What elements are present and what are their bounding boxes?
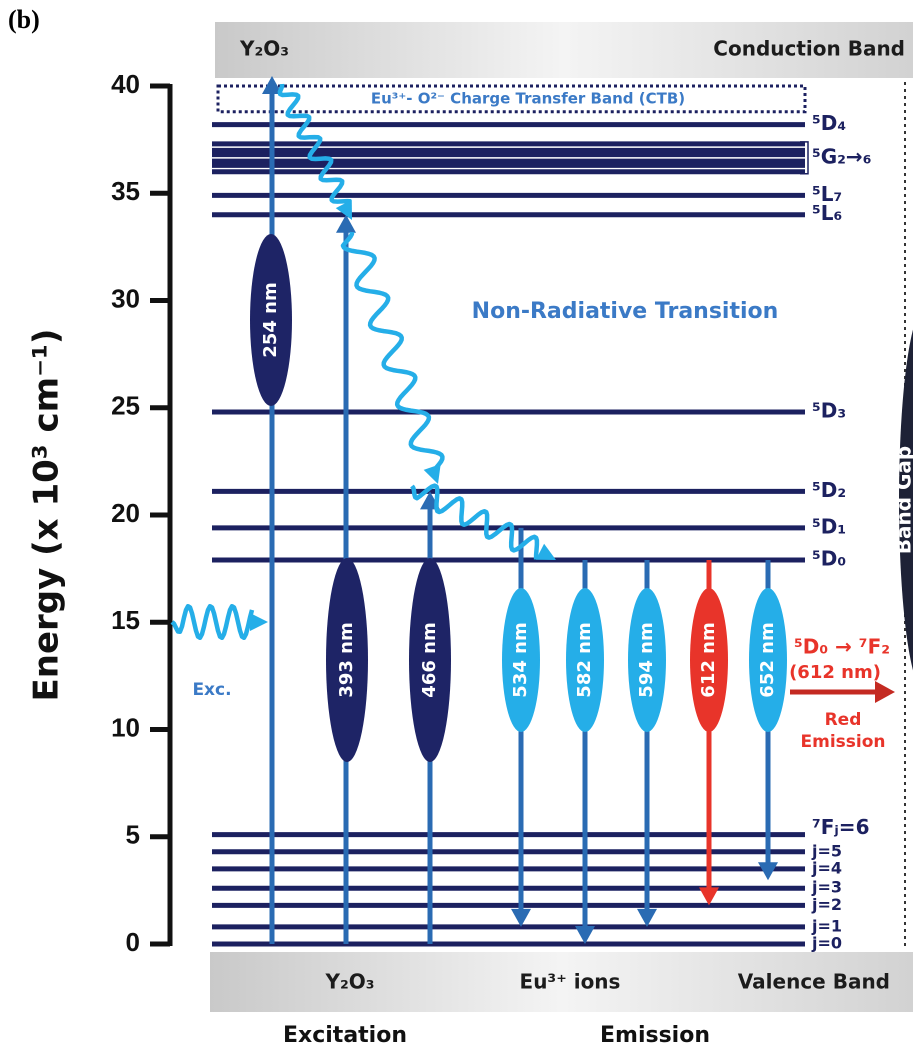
wavy-arrow: [277, 83, 352, 204]
wavy-arrow: [170, 603, 255, 641]
emission-arrow-head: [758, 862, 778, 881]
emission-arrow-head: [699, 887, 719, 906]
non-radiative-label: Non-Radiative Transition: [472, 299, 779, 324]
level-label: ⁵D₃: [812, 399, 846, 423]
conduction-band: [215, 22, 913, 78]
valence-band: [210, 952, 913, 1012]
footer-left: Excitation: [283, 1023, 407, 1048]
wavy-arrow: [340, 231, 445, 469]
y-tick-label: 30: [111, 283, 140, 313]
wavy-arrow: [410, 483, 540, 560]
wavelength-label: 254 nm: [260, 282, 281, 357]
level-label: j=4: [811, 858, 842, 877]
wavelength-marker: [690, 588, 728, 732]
wavelength-label: 466 nm: [419, 622, 440, 697]
wavelength-marker: [502, 588, 540, 732]
level-label: ⁵L₆: [812, 201, 842, 225]
level-label: ⁵D₁: [812, 514, 846, 538]
y-tick-label: 15: [111, 605, 140, 635]
wavelength-label: 594 nm: [636, 622, 657, 697]
bottom-band-left: Y₂O₃: [324, 970, 374, 994]
top-band-right: Conduction Band: [713, 37, 905, 61]
wavelength-marker: [566, 588, 604, 732]
red-wavelength: (612 nm): [789, 662, 881, 683]
wavelength-marker: [250, 234, 292, 406]
level-label: j=5: [811, 841, 842, 860]
band-gap-label: Band Gap: [892, 446, 913, 555]
panel-label: (b): [8, 5, 40, 34]
wavelength-label: 393 nm: [336, 622, 357, 697]
level-label: j=3: [811, 878, 842, 897]
red-arrow-head: [875, 681, 895, 703]
excitation-arrow-head: [336, 214, 356, 233]
red-transition: ⁵D₀ → ⁷F₂: [794, 635, 890, 659]
wavelength-label: 612 nm: [698, 622, 719, 697]
emission-arrow-head: [511, 908, 531, 927]
wavy-arrow-head: [535, 543, 556, 560]
y-tick-label: 10: [111, 712, 140, 742]
wavelength-marker: [326, 558, 368, 762]
footer-right: Emission: [600, 1023, 710, 1048]
level-label: ⁷Fⱼ=6: [812, 815, 869, 839]
emission-arrow-head: [575, 926, 595, 944]
level-label: ⁵L₇: [812, 182, 842, 206]
red-emission-1: Red: [825, 710, 862, 730]
bottom-band-middle: Eu³⁺ ions: [520, 970, 621, 994]
wavelength-marker: [628, 588, 666, 732]
y-tick-label: 25: [111, 391, 140, 421]
wavelength-label: 652 nm: [757, 622, 778, 697]
axis-label: Energy (x 10³ cm⁻¹): [27, 329, 67, 702]
wavy-arrow-head: [423, 464, 441, 484]
y-tick-label: 35: [111, 176, 140, 206]
level-label: j=2: [811, 895, 842, 914]
wavy-arrow-head: [335, 199, 352, 220]
level-label: ⁵G₂→₆: [812, 144, 871, 168]
y-tick-label: 20: [111, 498, 140, 528]
excitation-arrow-head: [262, 76, 282, 94]
g-brace: [800, 141, 809, 175]
wavelength-marker: [409, 558, 451, 762]
level-label: ⁵D₄: [812, 111, 846, 135]
y-tick-label: 40: [111, 69, 140, 99]
y-tick-label: 0: [126, 927, 140, 957]
wavelength-label: 534 nm: [510, 622, 531, 697]
level-label: j=1: [811, 916, 842, 935]
band-gap-marker: [899, 329, 913, 671]
exc-label: Exc.: [192, 680, 231, 700]
emission-arrow-head: [637, 908, 657, 927]
red-emission-2: Emission: [801, 732, 886, 752]
bottom-band-right: Valence Band: [738, 970, 890, 994]
wavy-arrow-head: [250, 613, 268, 631]
level-label: j=0: [811, 934, 842, 953]
level-label: ⁵D₂: [812, 478, 846, 502]
wavelength-marker: [749, 588, 787, 732]
top-band-left: Y₂O₃: [239, 37, 289, 61]
level-label: ⁵D₀: [812, 547, 846, 571]
wavelength-label: 582 nm: [574, 622, 595, 697]
ctb-band: [216, 84, 807, 114]
y-tick-label: 5: [126, 820, 140, 850]
ctb-label: Eu³⁺- O²⁻ Charge Transfer Band (CTB): [371, 89, 685, 107]
